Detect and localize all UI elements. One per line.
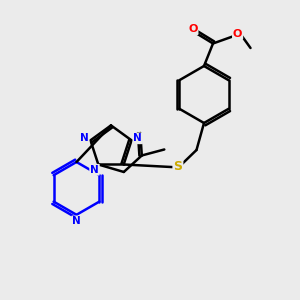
Text: N: N bbox=[80, 133, 89, 143]
Text: S: S bbox=[173, 160, 182, 173]
Text: N: N bbox=[133, 133, 142, 143]
Text: N: N bbox=[90, 165, 99, 175]
Text: O: O bbox=[233, 28, 242, 39]
Text: N: N bbox=[72, 216, 81, 226]
Text: O: O bbox=[188, 24, 198, 34]
